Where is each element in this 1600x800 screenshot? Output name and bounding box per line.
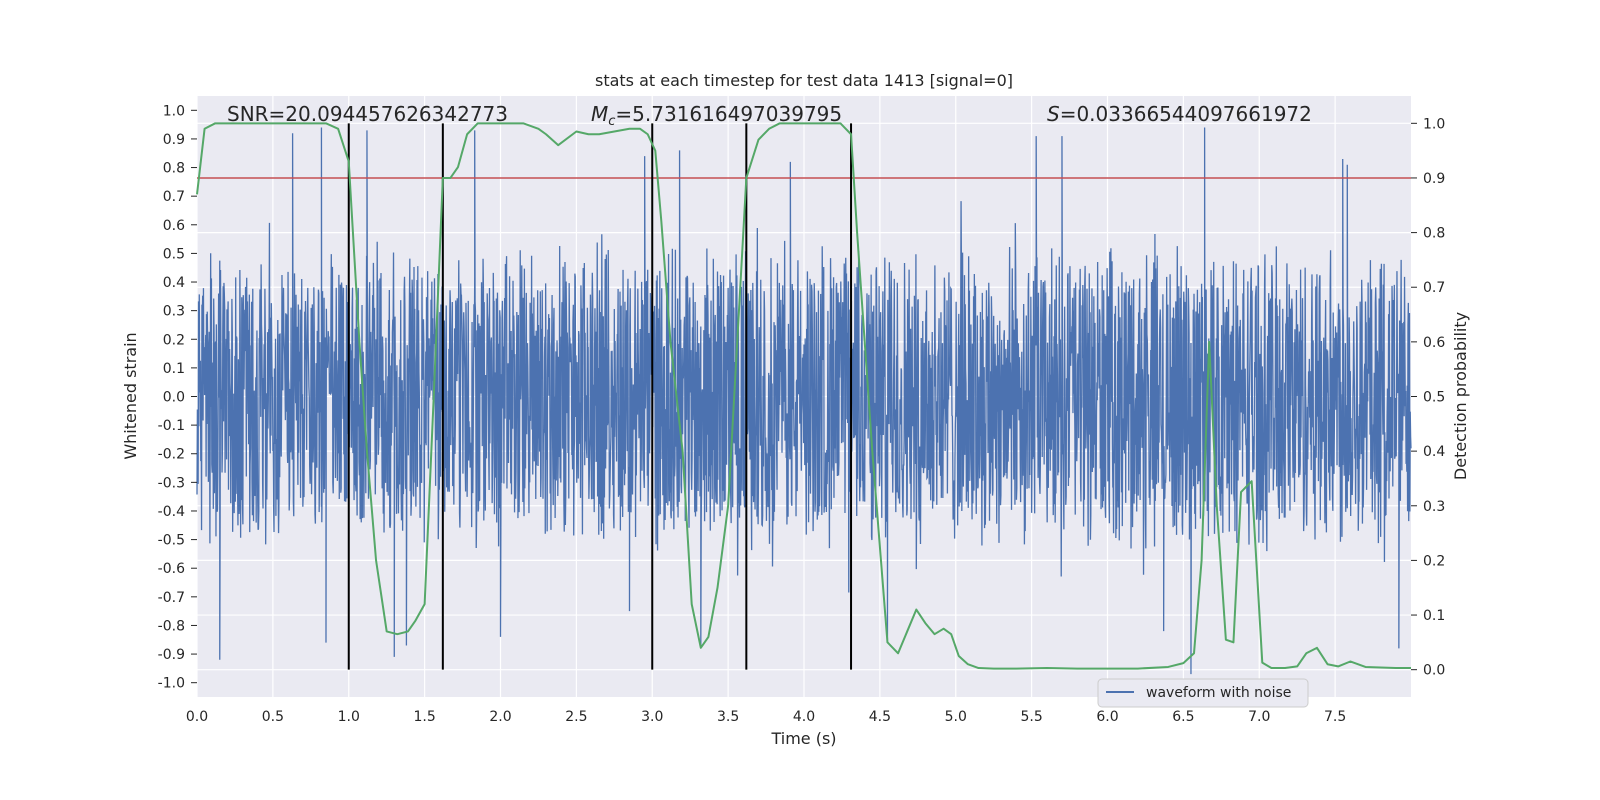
- waveform-line: [196, 127, 1412, 675]
- y-left-tick-label: -0.5: [158, 533, 185, 549]
- x-tick-label: 2.5: [565, 709, 587, 725]
- x-tick-label: 1.0: [338, 709, 360, 725]
- y-right-tick-label: 0.5: [1423, 390, 1445, 406]
- x-tick-label: 3.5: [717, 709, 739, 725]
- x-tick-label: 7.5: [1324, 709, 1346, 725]
- mc-value: =5.731616497039795: [615, 102, 842, 126]
- y-right-tick-label: 0.3: [1423, 499, 1445, 515]
- y-right-tick-label: 0.7: [1423, 280, 1445, 296]
- y-left-tick-label: -0.4: [158, 504, 185, 520]
- y-right-tick-label: 0.2: [1423, 553, 1445, 569]
- y-left-tick-label: 0.0: [163, 390, 185, 406]
- y-right-tick-label: 0.8: [1423, 226, 1445, 242]
- x-tick-label: 6.5: [1172, 709, 1194, 725]
- x-tick-label: 7.0: [1248, 709, 1270, 725]
- y-right-tick-label: 0.1: [1423, 608, 1445, 624]
- y-left-tick-label: 0.4: [163, 275, 185, 291]
- y-left-tick-label: -0.9: [158, 647, 185, 663]
- chart-title: stats at each timestep for test data 141…: [595, 71, 1013, 90]
- y-left-tick-label: -0.1: [158, 418, 185, 434]
- y-right-tick-label: 0.4: [1423, 444, 1445, 460]
- x-tick-label: 4.0: [793, 709, 815, 725]
- x-axis-ticks: 0.0 0.5 1.0 1.5 2.0 2.5 3.0 3.5 4.0 4.5 5.0 5.5 6.0 6…: [186, 709, 1346, 725]
- legend-entry-waveform: waveform with noise: [1146, 685, 1291, 701]
- x-tick-label: 5.5: [1020, 709, 1042, 725]
- vertical-markers: [347, 123, 853, 670]
- y-left-tick-label: -0.8: [158, 618, 185, 634]
- x-tick-label: 1.5: [413, 709, 435, 725]
- y-left-tick-label: -1.0: [158, 676, 185, 692]
- legend: waveform with noise: [1097, 678, 1309, 708]
- y-left-tick-label: -0.7: [158, 590, 185, 606]
- y-right-tick-label: 0.6: [1423, 335, 1445, 351]
- s-symbol: S: [1047, 102, 1060, 126]
- y-left-axis-ticks: 1.0 0.9 0.8 0.7 0.6 0.5 0.4 0.3 0.2 0.1 0.0 -0.1 -0.…: [158, 103, 197, 692]
- y-left-tick-label: 0.9: [163, 132, 185, 148]
- y-left-tick-label: 0.2: [163, 332, 185, 348]
- detection-probability-series: [196, 122, 1411, 670]
- s-annotation: S=0.03366544097661972: [1047, 102, 1312, 126]
- y-left-tick-label: -0.6: [158, 561, 185, 577]
- y-left-tick-label: -0.2: [158, 447, 185, 463]
- y-left-tick-label: 0.8: [163, 161, 185, 177]
- y-left-tick-label: 0.5: [163, 246, 185, 262]
- x-axis-label: Time (s): [770, 729, 836, 748]
- x-tick-label: 2.0: [489, 709, 511, 725]
- mc-symbol: M: [591, 102, 608, 126]
- s-value: =0.03366544097661972: [1060, 102, 1312, 126]
- y-right-tick-label: 1.0: [1423, 116, 1445, 132]
- y-left-tick-label: 1.0: [163, 103, 185, 119]
- x-tick-label: 4.5: [869, 709, 891, 725]
- waveform-series: [196, 127, 1412, 675]
- y-right-axis-ticks: 1.0 0.9 0.8 0.7 0.6 0.5 0.4 0.3 0.2 0.1 0.0: [1411, 116, 1445, 679]
- mc-subscript: c: [608, 114, 615, 129]
- x-tick-label: 3.0: [641, 709, 663, 725]
- y-left-tick-label: 0.7: [163, 189, 185, 205]
- y-left-tick-label: 0.6: [163, 218, 185, 234]
- y-left-tick-label: 0.3: [163, 304, 185, 320]
- y-left-tick-label: -0.3: [158, 475, 185, 491]
- snr-annotation: SNR=20.094457626342773: [227, 102, 508, 126]
- y-right-tick-label: 0.9: [1423, 171, 1445, 187]
- y-left-axis-label: Whitened strain: [121, 332, 140, 459]
- detection-probability-line: [196, 122, 1411, 670]
- x-tick-label: 5.0: [945, 709, 967, 725]
- y-left-tick-label: 0.1: [163, 361, 185, 377]
- y-right-axis-label: Detection probability: [1451, 312, 1470, 480]
- mc-annotation: Mc=5.731616497039795: [591, 102, 842, 129]
- x-tick-label: 6.0: [1096, 709, 1118, 725]
- x-tick-label: 0.0: [186, 709, 208, 725]
- y-right-tick-label: 0.0: [1423, 663, 1445, 679]
- legend-box: [1097, 678, 1309, 708]
- x-tick-label: 0.5: [262, 709, 284, 725]
